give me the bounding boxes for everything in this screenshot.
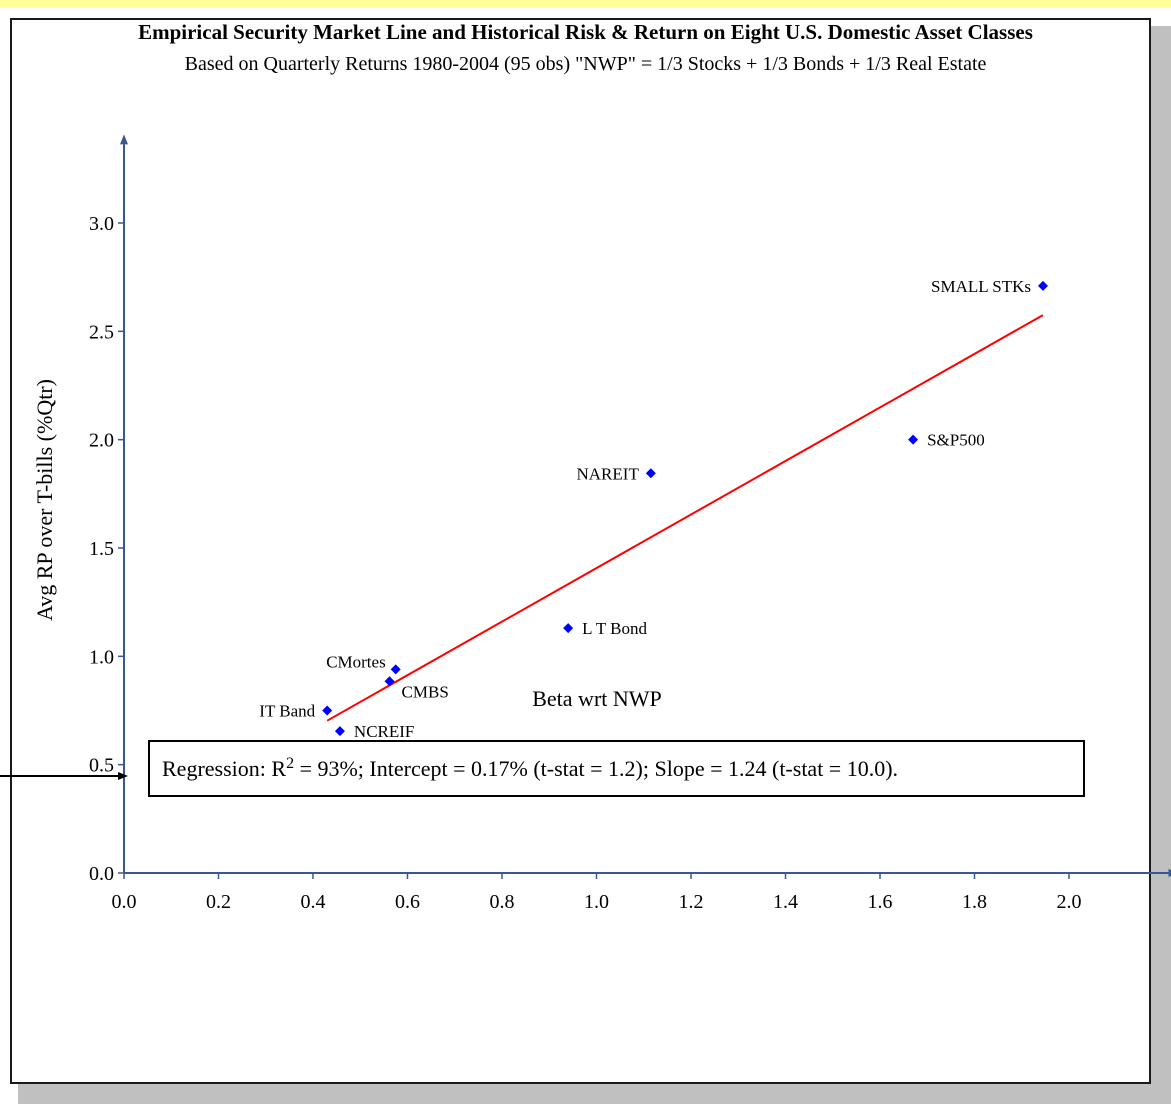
x-tick-label: 1.8	[962, 891, 987, 913]
data-point-marker	[645, 468, 656, 479]
y-axis-label: Avg RP over T-bills (%Qtr)	[32, 379, 57, 621]
regression-line-group	[326, 314, 1044, 722]
x-tick-label: 1.6	[868, 891, 893, 913]
y-tick-label: 2.0	[89, 430, 114, 452]
x-tick-label: 1.4	[773, 891, 798, 913]
data-point-label: IT Band	[259, 702, 315, 721]
data-point-marker	[334, 726, 345, 737]
x-tick-label: 2.0	[1057, 891, 1082, 913]
x-tick-label: 0.2	[206, 891, 231, 913]
chart-frame	[10, 18, 1151, 1084]
data-point-marker	[1038, 280, 1049, 291]
regression-line	[326, 314, 1044, 722]
y-tick-label: 2.5	[89, 321, 114, 343]
y-tick-label: 3.0	[89, 213, 114, 235]
regression-summary-box: Regression: R2 = 93%; Intercept = 0.17% …	[148, 740, 1085, 797]
data-point-marker	[390, 664, 401, 675]
x-tick-label: 0.6	[395, 891, 420, 913]
x-tick-label: 0.4	[301, 891, 326, 913]
data-point-label: NAREIT	[577, 464, 640, 483]
data-point-marker	[384, 676, 395, 687]
axes	[120, 134, 1171, 877]
x-tick-label: 0.0	[112, 891, 137, 913]
y-tick-label: 1.5	[89, 538, 114, 560]
data-point-label: CMBS	[402, 682, 449, 701]
data-point-label: L T Bond	[582, 619, 647, 638]
x-tick-label: 1.2	[679, 891, 704, 913]
data-points: SMALL STKs S&P500 NAREIT L T Bond CMortes CMB…	[259, 277, 1049, 741]
y-tick-label: 0.0	[89, 863, 114, 885]
regression-prefix: Regression: R	[162, 756, 287, 781]
y-tick-label: 1.0	[89, 646, 114, 668]
regression-suffix: = 93%; Intercept = 0.17% (t-stat = 1.2);…	[294, 756, 899, 781]
x-tick-label: 0.8	[490, 891, 515, 913]
data-point-label: NCREIF	[354, 722, 414, 741]
y-tick-label: 0.5	[89, 755, 114, 777]
chart-subtitle: Based on Quarterly Returns 1980-2004 (95…	[184, 53, 987, 75]
ticks: 0.0 0.2 0.4 0.6 0.8 1.0 1.2 1.4 1.6 1.8 2.0 0.0 0.5 1…	[89, 213, 1082, 913]
data-point-label: CMortes	[326, 652, 386, 671]
data-point-marker	[908, 434, 919, 445]
regression-superscript: 2	[286, 755, 295, 772]
data-point-marker	[563, 623, 574, 634]
chart-title: Empirical Security Market Line and Histo…	[138, 20, 1033, 44]
data-point-label: SMALL STKs	[931, 277, 1031, 296]
top-strip	[0, 0, 1171, 7]
x-tick-label: 1.0	[584, 891, 609, 913]
data-point-marker	[322, 705, 333, 716]
x-axis-label: Beta wrt NWP	[532, 686, 662, 711]
data-point-label: S&P500	[927, 431, 985, 450]
